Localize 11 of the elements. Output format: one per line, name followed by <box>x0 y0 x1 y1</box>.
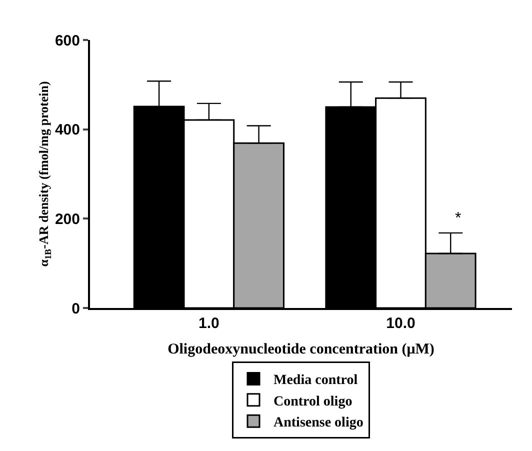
x-axis-title: Oligodeoxynucleotide concentration (μM) <box>168 342 434 358</box>
legend-label: Control oligo <box>274 394 352 410</box>
y-tick-label: 200 <box>54 210 80 228</box>
y-tick-label: 600 <box>54 32 80 50</box>
annotation: * <box>455 210 462 227</box>
x-tick-label: 1.0 <box>198 315 220 332</box>
y-tick-label: 0 <box>72 300 80 318</box>
y-tick-label: 400 <box>54 122 80 139</box>
legend-label: Antisense oligo <box>274 416 364 431</box>
legend-label: Media control <box>274 373 358 388</box>
x-tick-label: 10.0 <box>386 315 416 332</box>
